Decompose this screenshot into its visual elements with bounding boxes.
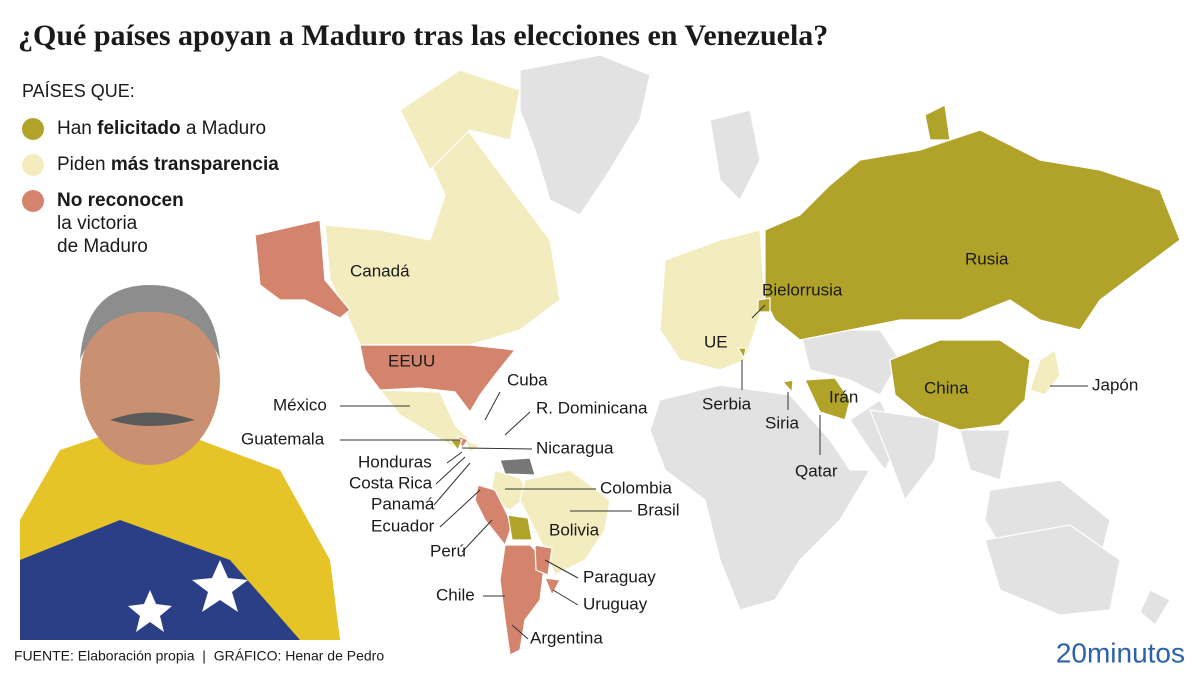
legend-label: No reconocen (57, 190, 184, 211)
map (254, 54, 1181, 656)
mustache (110, 412, 195, 426)
leader (433, 462, 471, 506)
country-label: Nicaragua (536, 438, 614, 457)
hair (80, 285, 220, 360)
country-label: UE (704, 332, 728, 351)
legend-label: Piden más transparencia (57, 154, 279, 175)
leader (461, 447, 533, 450)
country-label: Brasil (637, 500, 680, 519)
country-label: EEUU (388, 351, 435, 370)
leader (552, 589, 579, 606)
legend-heading: PAÍSES QUE: (22, 81, 135, 101)
leader (511, 624, 529, 640)
venezuela (499, 457, 536, 476)
legend-label: la victoria (57, 213, 138, 234)
siria (781, 379, 794, 394)
leader (544, 559, 579, 579)
leader (435, 456, 466, 485)
peru (474, 484, 513, 547)
eeuu (359, 344, 517, 414)
leader (439, 489, 481, 528)
jacket-blue (20, 520, 300, 640)
country-label: China (924, 378, 969, 397)
country-label: Argentina (530, 628, 603, 647)
face (80, 295, 220, 465)
central-asia (799, 329, 901, 396)
legend-text: Piden (57, 154, 111, 175)
logo: 20minutos (1056, 637, 1185, 668)
country-label: Uruguay (583, 594, 648, 613)
country-label: Siria (765, 413, 800, 432)
rusia (764, 129, 1181, 341)
country-label: Guatemala (241, 429, 325, 448)
country-label: Honduras (358, 452, 432, 471)
bolivia (507, 514, 533, 541)
mexico (378, 389, 471, 449)
leader (446, 451, 463, 464)
leader (504, 411, 531, 436)
legend-swatch (22, 154, 44, 176)
southeast-asia (959, 429, 1011, 481)
africa (649, 384, 872, 611)
star (192, 560, 248, 612)
paraguay (534, 544, 553, 576)
country-label: Japón (1092, 375, 1138, 394)
brasil (519, 469, 611, 576)
source: FUENTE: Elaboración propia | GRÁFICO: He… (14, 648, 384, 664)
legend-text: a Maduro (181, 118, 267, 139)
country-label: Bolivia (549, 520, 600, 539)
scandinavia (709, 109, 761, 202)
photo (20, 285, 340, 640)
central-america (463, 438, 482, 453)
japon (1029, 349, 1061, 396)
country-label: Rusia (965, 249, 1009, 268)
greenland (519, 54, 651, 216)
country-label: Canadá (350, 261, 410, 280)
country-label: México (273, 395, 327, 414)
country-label: Panamá (371, 494, 435, 513)
legend-text: más transparencia (111, 154, 279, 175)
ue (659, 229, 766, 371)
china (889, 339, 1031, 431)
new-zealand (1139, 589, 1171, 626)
country-label: Paraguay (583, 567, 656, 586)
canada (324, 119, 561, 346)
legend-label: de Maduro (57, 236, 148, 257)
title: ¿Qué países apoyan a Maduro tras las ele… (18, 19, 828, 52)
country-label: Perú (430, 541, 466, 560)
country-label: Cuba (507, 370, 548, 389)
star (128, 590, 172, 632)
legend-text: Han (57, 118, 97, 139)
leaders (340, 304, 1088, 640)
country-label: Costa Rica (349, 473, 433, 492)
country-label: Colombia (600, 478, 672, 497)
alaska (254, 219, 351, 319)
uruguay (544, 577, 561, 597)
leader (461, 519, 493, 553)
leader (484, 391, 501, 421)
country-label: Ecuador (371, 516, 435, 535)
legend-label: Han felicitado a Maduro (57, 118, 266, 139)
rusia-islands (924, 104, 951, 141)
serbia (736, 347, 747, 360)
australia (984, 524, 1121, 616)
leader (751, 304, 766, 319)
country-label: Irán (829, 387, 858, 406)
country-label: Serbia (702, 394, 752, 413)
legend-swatch (22, 190, 44, 212)
country-label: Bielorrusia (762, 280, 843, 299)
country-label: Chile (436, 585, 475, 604)
country-label: Qatar (795, 461, 838, 480)
canada-islands (399, 69, 521, 172)
iran (804, 377, 851, 421)
legend-swatch (22, 118, 44, 140)
country-label: R. Dominicana (536, 398, 648, 417)
legend-text: felicitado (97, 118, 180, 139)
